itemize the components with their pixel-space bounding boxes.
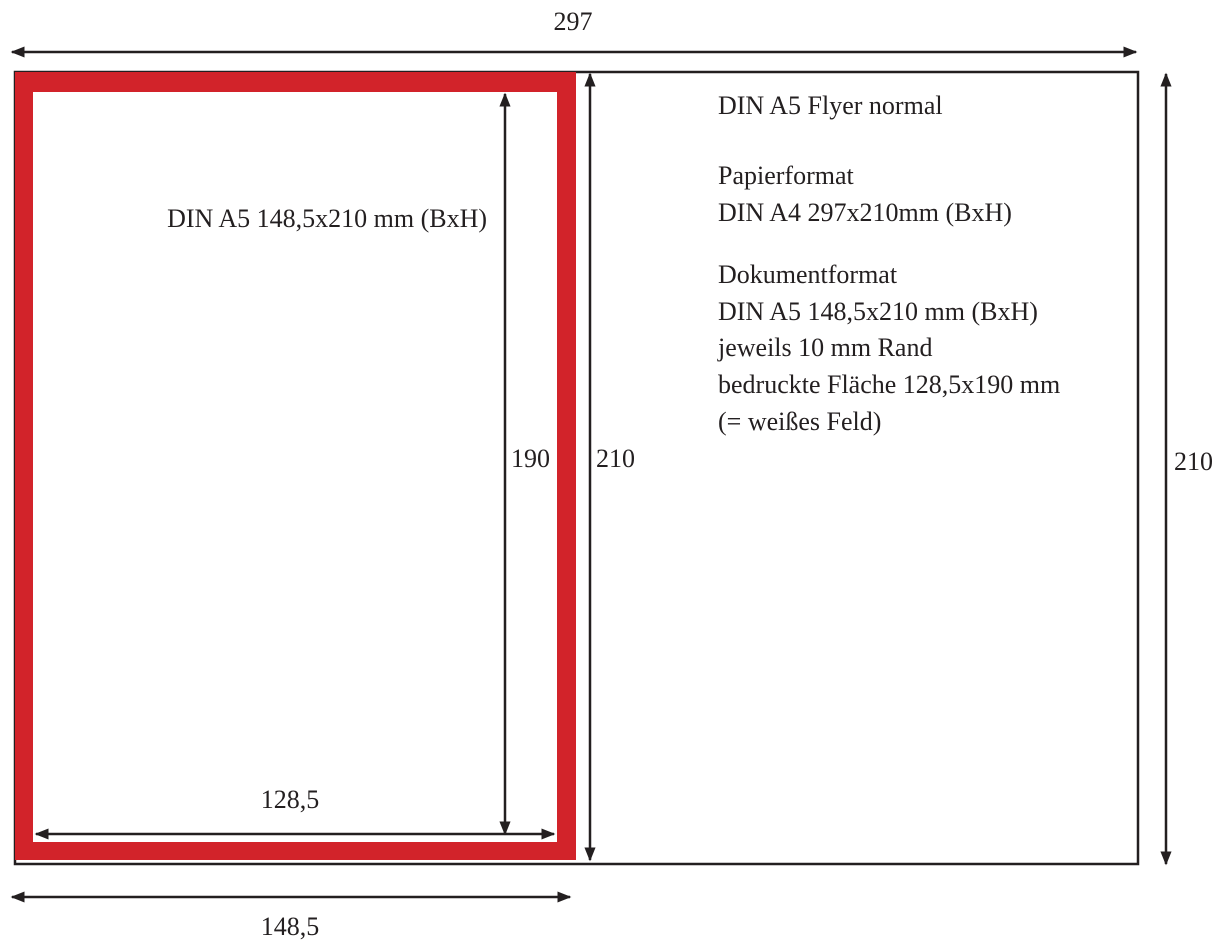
inner-width-label: 128,5 (261, 785, 320, 814)
info-title: DIN A5 Flyer normal (718, 91, 943, 120)
panel-width-label: 148,5 (261, 912, 320, 941)
info-margin-note: jeweils 10 mm Rand (717, 333, 932, 362)
info-text-block: DIN A5 Flyer normal Papierformat DIN A4 … (717, 91, 1060, 436)
inner-height-label: 190 (511, 444, 550, 473)
panel-format-label: DIN A5 148,5x210 mm (BxH) (167, 204, 487, 233)
info-paper-value: DIN A4 297x210mm (BxH) (718, 198, 1012, 227)
info-document-heading: Dokumentformat (718, 260, 898, 289)
info-document-value: DIN A5 148,5x210 mm (BxH) (718, 297, 1038, 326)
info-paper-heading: Papierformat (718, 161, 855, 190)
info-printed-area-note: (= weißes Feld) (718, 407, 881, 436)
total-width-label: 297 (554, 7, 593, 36)
right-height-label: 210 (1174, 447, 1213, 476)
fold-height-label: 210 (596, 444, 635, 473)
printed-area (33, 92, 557, 842)
info-printed-area: bedruckte Fläche 128,5x190 mm (718, 370, 1060, 399)
